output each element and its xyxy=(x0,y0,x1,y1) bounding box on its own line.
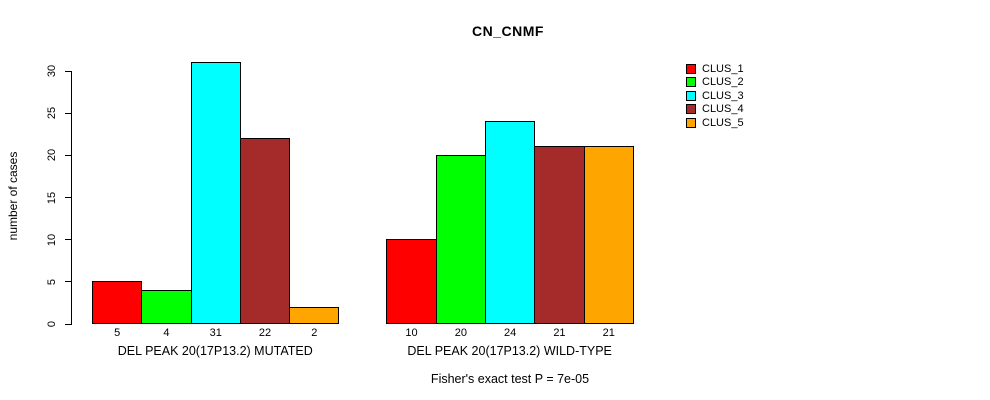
y-tick xyxy=(65,154,71,156)
legend-swatch xyxy=(686,117,696,128)
y-tick-label: 15 xyxy=(46,191,58,204)
bar xyxy=(583,146,634,325)
legend-item: CLUS_5 xyxy=(686,116,744,130)
legend-item: CLUS_1 xyxy=(686,62,744,76)
legend-label: CLUS_5 xyxy=(702,116,744,129)
legend-swatch xyxy=(686,77,696,88)
legend-item: CLUS_3 xyxy=(686,89,744,103)
y-tick-label: 0 xyxy=(46,320,58,328)
legend-item: CLUS_2 xyxy=(686,76,744,90)
y-tick xyxy=(65,112,71,114)
legend-swatch xyxy=(686,104,696,115)
bar xyxy=(435,154,486,325)
y-tick-label: 20 xyxy=(46,149,58,162)
bar-value-label: 20 xyxy=(454,327,467,339)
bar xyxy=(141,289,192,325)
bar xyxy=(289,306,340,325)
group-label: DEL PEAK 20(17P13.2) MUTATED xyxy=(117,344,313,358)
bar-value-label: 31 xyxy=(209,327,222,339)
bar xyxy=(534,146,585,325)
bar xyxy=(386,239,437,325)
y-axis-title: number of cases xyxy=(6,151,20,241)
legend-label: CLUS_2 xyxy=(702,76,744,89)
bar-value-label: 10 xyxy=(405,327,418,339)
bar xyxy=(190,62,241,325)
y-tick-label: 10 xyxy=(46,233,58,246)
legend-item: CLUS_4 xyxy=(686,103,744,117)
bar-value-label: 2 xyxy=(311,327,318,339)
bar-value-label: 21 xyxy=(553,327,566,339)
bar-value-label: 5 xyxy=(114,327,121,339)
bar-value-label: 21 xyxy=(602,327,615,339)
chart-title: CN_CNMF xyxy=(472,23,544,39)
y-tick xyxy=(65,281,71,283)
bar xyxy=(92,281,143,325)
bar-value-label: 24 xyxy=(504,327,517,339)
legend-label: CLUS_4 xyxy=(702,103,744,116)
annotation-text: Fisher's exact test P = 7e-05 xyxy=(430,372,590,386)
y-tick xyxy=(65,197,71,198)
bar xyxy=(239,137,291,325)
bar-value-label: 4 xyxy=(163,327,170,339)
y-tick-label: 5 xyxy=(46,278,58,285)
legend: CLUS_1 CLUS_2 CLUS_3 CLUS_4 CLUS_5 xyxy=(686,62,744,130)
bar xyxy=(485,121,536,325)
y-tick xyxy=(65,323,71,325)
legend-swatch xyxy=(686,63,696,74)
legend-label: CLUS_1 xyxy=(702,62,744,75)
y-tick xyxy=(65,70,71,72)
bar-value-label: 22 xyxy=(258,327,272,339)
y-tick-label: 30 xyxy=(46,64,58,78)
legend-swatch xyxy=(686,90,696,101)
legend-label: CLUS_3 xyxy=(702,89,744,102)
y-tick-label: 25 xyxy=(46,107,58,120)
y-axis-line xyxy=(71,70,72,325)
y-tick xyxy=(65,239,71,241)
group-label: DEL PEAK 20(17P13.2) WILD-TYPE xyxy=(407,344,612,358)
